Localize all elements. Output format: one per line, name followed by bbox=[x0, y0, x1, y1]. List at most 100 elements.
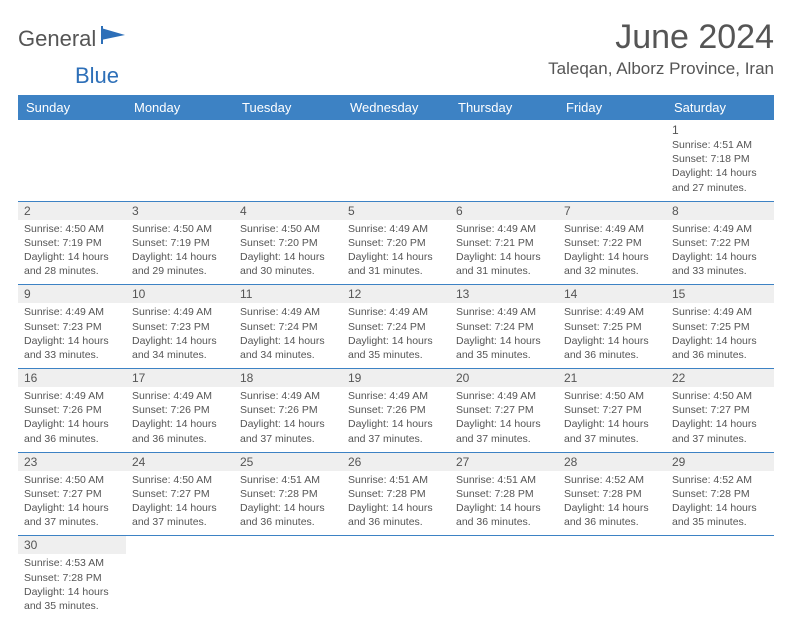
calendar-cell: 8 Sunrise: 4:49 AMSunset: 7:22 PMDaylight… bbox=[666, 201, 774, 285]
sunrise-line: Sunrise: 4:50 AM bbox=[24, 222, 120, 236]
calendar-cell bbox=[342, 120, 450, 201]
sunrise-line: Sunrise: 4:51 AM bbox=[348, 473, 444, 487]
day-number: 14 bbox=[558, 285, 666, 303]
brand-text-blue: Blue bbox=[75, 63, 119, 88]
day-number: 18 bbox=[234, 369, 342, 387]
sunrise-line: Sunrise: 4:49 AM bbox=[348, 305, 444, 319]
calendar-cell: 9Sunrise: 4:49 AMSunset: 7:23 PMDaylight… bbox=[18, 285, 126, 369]
calendar-cell bbox=[126, 536, 234, 619]
sunrise-line: Sunrise: 4:50 AM bbox=[132, 222, 228, 236]
daylight-line: Daylight: 14 hours and 35 minutes. bbox=[456, 334, 552, 362]
calendar-cell bbox=[18, 120, 126, 201]
day-number: 22 bbox=[666, 369, 774, 387]
day-number: 29 bbox=[666, 453, 774, 471]
day-header: Monday bbox=[126, 95, 234, 120]
day-number: 28 bbox=[558, 453, 666, 471]
location-text: Taleqan, Alborz Province, Iran bbox=[548, 59, 774, 79]
day-number: 26 bbox=[342, 453, 450, 471]
calendar-cell bbox=[234, 536, 342, 619]
daylight-line: Daylight: 14 hours and 36 minutes. bbox=[456, 501, 552, 529]
sunrise-line: Sunrise: 4:50 AM bbox=[132, 473, 228, 487]
brand-flag-icon bbox=[101, 26, 127, 49]
day-number: 25 bbox=[234, 453, 342, 471]
sunrise-line: Sunrise: 4:49 AM bbox=[672, 305, 768, 319]
day-number: 19 bbox=[342, 369, 450, 387]
sunrise-line: Sunrise: 4:52 AM bbox=[564, 473, 660, 487]
sunrise-line: Sunrise: 4:51 AM bbox=[240, 473, 336, 487]
sunset-line: Sunset: 7:25 PM bbox=[672, 320, 768, 334]
day-number: 27 bbox=[450, 453, 558, 471]
sunset-line: Sunset: 7:26 PM bbox=[132, 403, 228, 417]
calendar-cell bbox=[450, 536, 558, 619]
daylight-line: Daylight: 14 hours and 36 minutes. bbox=[672, 334, 768, 362]
sunrise-line: Sunrise: 4:49 AM bbox=[348, 389, 444, 403]
calendar-cell bbox=[558, 120, 666, 201]
sunrise-line: Sunrise: 4:49 AM bbox=[672, 222, 768, 236]
sunrise-line: Sunrise: 4:49 AM bbox=[240, 389, 336, 403]
daylight-line: Daylight: 14 hours and 37 minutes. bbox=[564, 417, 660, 445]
title-block: June 2024 Taleqan, Alborz Province, Iran bbox=[548, 18, 774, 79]
calendar-cell: 10Sunrise: 4:49 AMSunset: 7:23 PMDayligh… bbox=[126, 285, 234, 369]
day-number: 24 bbox=[126, 453, 234, 471]
daylight-line: Daylight: 14 hours and 32 minutes. bbox=[564, 250, 660, 278]
sunset-line: Sunset: 7:22 PM bbox=[564, 236, 660, 250]
daylight-line: Daylight: 14 hours and 36 minutes. bbox=[24, 417, 120, 445]
daylight-line: Daylight: 14 hours and 28 minutes. bbox=[24, 250, 120, 278]
daylight-line: Daylight: 14 hours and 35 minutes. bbox=[348, 334, 444, 362]
sunset-line: Sunset: 7:24 PM bbox=[456, 320, 552, 334]
calendar-cell: 4Sunrise: 4:50 AMSunset: 7:20 PMDaylight… bbox=[234, 201, 342, 285]
calendar-cell: 22Sunrise: 4:50 AMSunset: 7:27 PMDayligh… bbox=[666, 369, 774, 453]
day-number: 11 bbox=[234, 285, 342, 303]
day-header: Thursday bbox=[450, 95, 558, 120]
calendar-cell: 7Sunrise: 4:49 AMSunset: 7:22 PMDaylight… bbox=[558, 201, 666, 285]
daylight-line: Daylight: 14 hours and 33 minutes. bbox=[672, 250, 768, 278]
calendar-cell: 20Sunrise: 4:49 AMSunset: 7:27 PMDayligh… bbox=[450, 369, 558, 453]
brand-logo: General bbox=[18, 26, 129, 52]
day-header: Tuesday bbox=[234, 95, 342, 120]
day-number: 23 bbox=[18, 453, 126, 471]
sunset-line: Sunset: 7:28 PM bbox=[672, 487, 768, 501]
daylight-line: Daylight: 14 hours and 36 minutes. bbox=[132, 417, 228, 445]
daylight-line: Daylight: 14 hours and 30 minutes. bbox=[240, 250, 336, 278]
calendar-cell: 18Sunrise: 4:49 AMSunset: 7:26 PMDayligh… bbox=[234, 369, 342, 453]
sunrise-line: Sunrise: 4:51 AM bbox=[456, 473, 552, 487]
daylight-line: Daylight: 14 hours and 36 minutes. bbox=[348, 501, 444, 529]
sunset-line: Sunset: 7:27 PM bbox=[132, 487, 228, 501]
day-number: 3 bbox=[126, 202, 234, 220]
daylight-line: Daylight: 14 hours and 29 minutes. bbox=[132, 250, 228, 278]
day-number: 10 bbox=[126, 285, 234, 303]
calendar-cell: 3Sunrise: 4:50 AMSunset: 7:19 PMDaylight… bbox=[126, 201, 234, 285]
day-number: 7 bbox=[558, 202, 666, 220]
sunset-line: Sunset: 7:22 PM bbox=[672, 236, 768, 250]
sunset-line: Sunset: 7:27 PM bbox=[672, 403, 768, 417]
sunset-line: Sunset: 7:28 PM bbox=[348, 487, 444, 501]
sunrise-line: Sunrise: 4:49 AM bbox=[456, 305, 552, 319]
daylight-line: Daylight: 14 hours and 31 minutes. bbox=[348, 250, 444, 278]
calendar-cell bbox=[342, 536, 450, 619]
day-number: 16 bbox=[18, 369, 126, 387]
sunrise-line: Sunrise: 4:50 AM bbox=[564, 389, 660, 403]
calendar-cell: 24Sunrise: 4:50 AMSunset: 7:27 PMDayligh… bbox=[126, 452, 234, 536]
sunset-line: Sunset: 7:28 PM bbox=[24, 571, 120, 585]
day-header: Sunday bbox=[18, 95, 126, 120]
brand-text-general: General bbox=[18, 26, 96, 52]
calendar-table: SundayMondayTuesdayWednesdayThursdayFrid… bbox=[18, 95, 774, 619]
sunset-line: Sunset: 7:28 PM bbox=[564, 487, 660, 501]
calendar-cell: 16Sunrise: 4:49 AMSunset: 7:26 PMDayligh… bbox=[18, 369, 126, 453]
calendar-cell: 30Sunrise: 4:53 AMSunset: 7:28 PMDayligh… bbox=[18, 536, 126, 619]
sunset-line: Sunset: 7:28 PM bbox=[456, 487, 552, 501]
day-number: 8 bbox=[666, 202, 774, 220]
day-number: 13 bbox=[450, 285, 558, 303]
calendar-cell: 13 Sunrise: 4:49 AMSunset: 7:24 PMDayligh… bbox=[450, 285, 558, 369]
day-number: 30 bbox=[18, 536, 126, 554]
sunrise-line: Sunrise: 4:49 AM bbox=[132, 389, 228, 403]
sunrise-line: Sunrise: 4:49 AM bbox=[240, 305, 336, 319]
sunset-line: Sunset: 7:19 PM bbox=[24, 236, 120, 250]
day-header: Wednesday bbox=[342, 95, 450, 120]
sunset-line: Sunset: 7:24 PM bbox=[240, 320, 336, 334]
day-number: 2 bbox=[18, 202, 126, 220]
daylight-line: Daylight: 14 hours and 31 minutes. bbox=[456, 250, 552, 278]
sunset-line: Sunset: 7:20 PM bbox=[348, 236, 444, 250]
sunset-line: Sunset: 7:26 PM bbox=[348, 403, 444, 417]
daylight-line: Daylight: 14 hours and 35 minutes. bbox=[672, 501, 768, 529]
